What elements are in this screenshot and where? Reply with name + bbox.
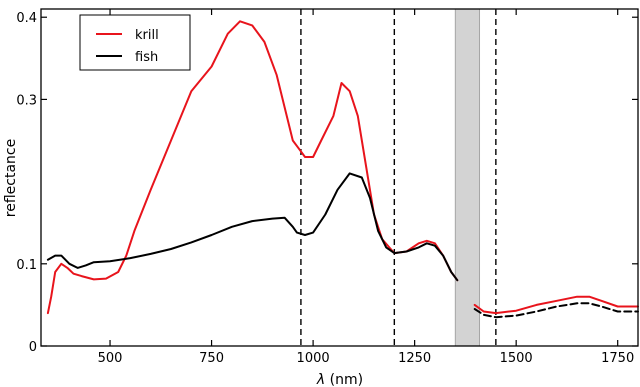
legend: krill fish bbox=[79, 14, 191, 71]
x-tick-label-1500: 1500 bbox=[500, 351, 533, 366]
legend-label-fish: fish bbox=[135, 50, 158, 65]
x-tick-label-1250: 1250 bbox=[398, 351, 431, 366]
y-tick-label-0: 0 bbox=[29, 340, 37, 355]
x-axis-unit: (nm) bbox=[325, 372, 363, 387]
series-fish-line-0 bbox=[46, 172, 459, 282]
x-axis-title: λ (nm) bbox=[316, 372, 363, 387]
x-tick-label-1750: 1750 bbox=[601, 351, 634, 366]
shaded-band bbox=[454, 8, 481, 347]
y-tick-label-0.1: 0.1 bbox=[16, 258, 37, 273]
x-tick-label-750: 750 bbox=[199, 351, 224, 366]
ticks-layer: 500 750 1000 1250 1500 1750 0 0.1 0.3 0.4 bbox=[16, 9, 638, 366]
legend-label-krill: krill bbox=[135, 28, 159, 43]
y-axis-title: reflectance bbox=[3, 139, 19, 217]
x-tick-label-1000: 1000 bbox=[297, 351, 330, 366]
legend-box bbox=[79, 14, 191, 71]
y-tick-label-0.4: 0.4 bbox=[16, 11, 37, 26]
y-tick-label-0.3: 0.3 bbox=[16, 93, 37, 108]
plot-layer bbox=[46, 8, 639, 347]
series-fish-line-1 bbox=[473, 302, 639, 319]
x-tick-label-500: 500 bbox=[98, 351, 123, 366]
plot-frame bbox=[40, 8, 639, 347]
series-krill-line-1 bbox=[473, 295, 639, 315]
x-axis-variable: λ bbox=[316, 372, 325, 387]
